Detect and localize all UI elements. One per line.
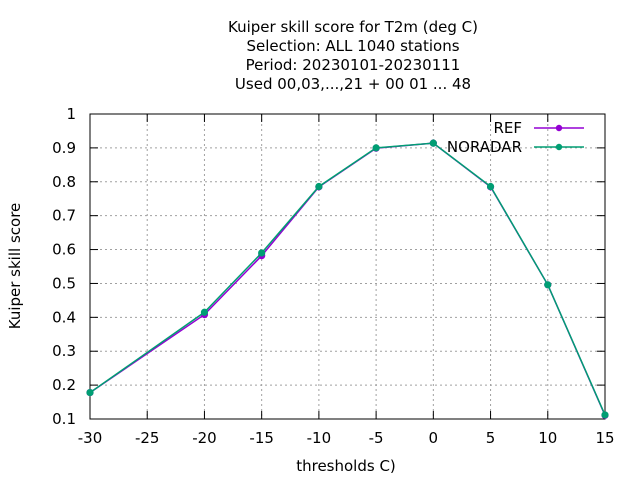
data-point <box>315 182 323 191</box>
x-tick-label: -25 <box>135 429 160 447</box>
series-group <box>86 139 609 419</box>
data-point <box>601 411 609 419</box>
title-line-3: Period: 20230101-20230111 <box>246 56 461 74</box>
series-line-noradar <box>89 142 606 416</box>
y-tick-label: 0.4 <box>52 308 76 326</box>
data-point <box>372 144 380 152</box>
legend-label: REF <box>493 119 522 137</box>
series-line-ref <box>89 142 606 416</box>
x-tick-label: 0 <box>429 429 439 447</box>
x-tick-label: 10 <box>538 429 557 447</box>
y-tick-label: 0.2 <box>52 376 76 394</box>
x-tick-label: -10 <box>307 429 332 447</box>
y-tick-label: 0.6 <box>52 241 76 259</box>
title-line-4: Used 00,03,...,21 + 00 01 ... 48 <box>235 75 471 93</box>
plot-frame <box>89 113 606 420</box>
legend-label: NORADAR <box>447 138 522 156</box>
grid <box>90 114 605 419</box>
data-point <box>86 388 94 397</box>
y-tick-label: 0.9 <box>52 139 76 157</box>
legend-marker <box>555 124 563 132</box>
legend-marker <box>555 143 563 151</box>
data-point <box>429 139 437 147</box>
chart-title: Kuiper skill score for T2m (deg C) Selec… <box>228 18 478 93</box>
data-point <box>200 308 209 316</box>
y-tick-label: 0.5 <box>52 274 76 292</box>
data-point <box>258 249 266 257</box>
x-tick-label: 5 <box>486 429 496 447</box>
x-tick-label: -15 <box>249 429 274 447</box>
x-tick-label: -5 <box>369 429 384 447</box>
y-tick-label: 0.8 <box>52 173 76 191</box>
x-tick-label: -20 <box>192 429 217 447</box>
x-axis-label: thresholds C) <box>296 457 396 475</box>
y-tick-label: 0.1 <box>52 410 76 428</box>
data-point <box>544 281 552 289</box>
y-axis-label: Kuiper skill score <box>6 203 24 330</box>
x-tick-label: 15 <box>595 429 614 447</box>
y-tick-label: 0.7 <box>52 207 76 225</box>
y-tick-label: 1 <box>66 105 76 123</box>
title-line-1: Kuiper skill score for T2m (deg C) <box>228 18 478 36</box>
data-point <box>486 182 495 191</box>
series-noradar <box>86 139 609 419</box>
axes: -30 -25 -20 -15 -10 -5 0 5 10 15 0.1 0.2 0.3 0.4 0.5 0.… <box>52 105 614 447</box>
y-tick-label: 0.3 <box>52 342 76 360</box>
x-tick-label: -30 <box>78 429 103 447</box>
title-line-2: Selection: ALL 1040 stations <box>246 37 459 55</box>
